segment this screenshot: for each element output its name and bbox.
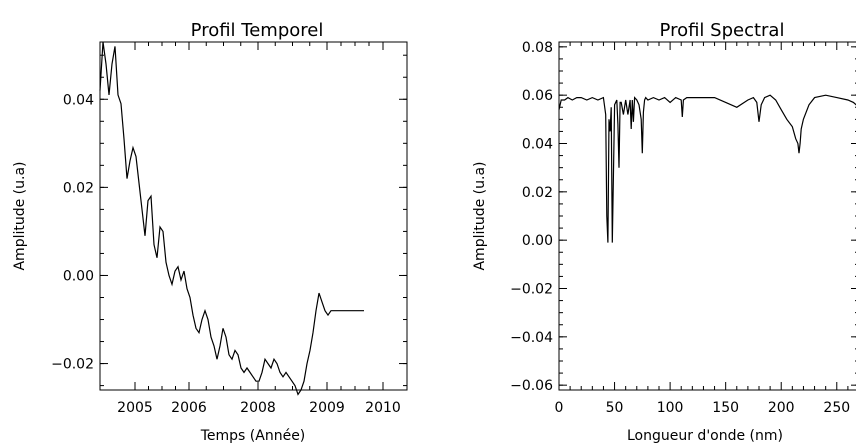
spectral-x-axis-label: Longueur d'onde (nm) [627, 428, 783, 444]
spectral-y-axis: −0.06 −0.04 −0.02 0.00 0.02 0.04 0.06 0.08 [510, 40, 856, 394]
temporal-y-tick-label: −0.02 [51, 357, 94, 373]
spectral-y-tick-label: 0.06 [522, 88, 553, 104]
temporal-x-tick-label: 2008 [240, 400, 276, 416]
temporal-chart-title: Profil Temporel [191, 20, 324, 41]
spectral-plot-frame [558, 41, 856, 391]
temporal-y-tick-label: 0.00 [63, 268, 94, 284]
spectral-x-tick-label: 0 [555, 400, 564, 416]
temporal-y-tick-label: 0.02 [63, 180, 94, 196]
temporal-y-tick-label: 0.04 [63, 92, 94, 108]
temporal-x-tick-label: 2006 [171, 400, 207, 416]
spectral-series-line [558, 94, 856, 243]
temporal-series-line [99, 41, 364, 396]
spectral-x-tick-label: 150 [712, 400, 739, 416]
spectral-y-tick-label: −0.06 [510, 378, 553, 394]
spectral-profile-chart: Profil Spectral 0 50 100 150 200 250 −0.06−0.… [472, 20, 856, 444]
spectral-y-tick-label: −0.02 [510, 282, 553, 298]
temporal-x-tick-label: 2005 [117, 400, 153, 416]
spectral-x-axis: 0 50 100 150 200 250 [555, 42, 850, 416]
spectral-y-axis-label: Amplitude (u.a) [472, 161, 488, 270]
temporal-profile-chart: Profil Temporel 2005 2006 2008 2009 2010 −0.… [12, 20, 408, 444]
temporal-y-axis-label: Amplitude (u.a) [12, 161, 28, 270]
spectral-y-tick-label: 0.00 [522, 233, 553, 249]
spectral-y-tick-label: 0.08 [522, 40, 553, 56]
spectral-x-tick-label: 50 [606, 400, 624, 416]
temporal-x-axis: 2005 2006 2008 2009 2010 [117, 42, 401, 416]
spectral-y-tick-label: −0.04 [510, 330, 553, 346]
spectral-chart-title: Profil Spectral [660, 20, 785, 41]
spectral-y-tick-label: 0.04 [522, 137, 553, 153]
spectral-x-tick-label: 100 [657, 400, 684, 416]
temporal-x-tick-label: 2010 [365, 400, 401, 416]
temporal-x-tick-label: 2009 [309, 400, 345, 416]
temporal-plot-frame [99, 41, 408, 391]
temporal-y-axis: −0.02 0.00 0.02 0.04 [51, 54, 407, 387]
temporal-x-axis-label: Temps (Année) [200, 428, 306, 444]
spectral-x-tick-label: 250 [823, 400, 850, 416]
spectral-x-tick-label: 200 [768, 400, 795, 416]
spectral-y-tick-label: 0.02 [522, 185, 553, 201]
